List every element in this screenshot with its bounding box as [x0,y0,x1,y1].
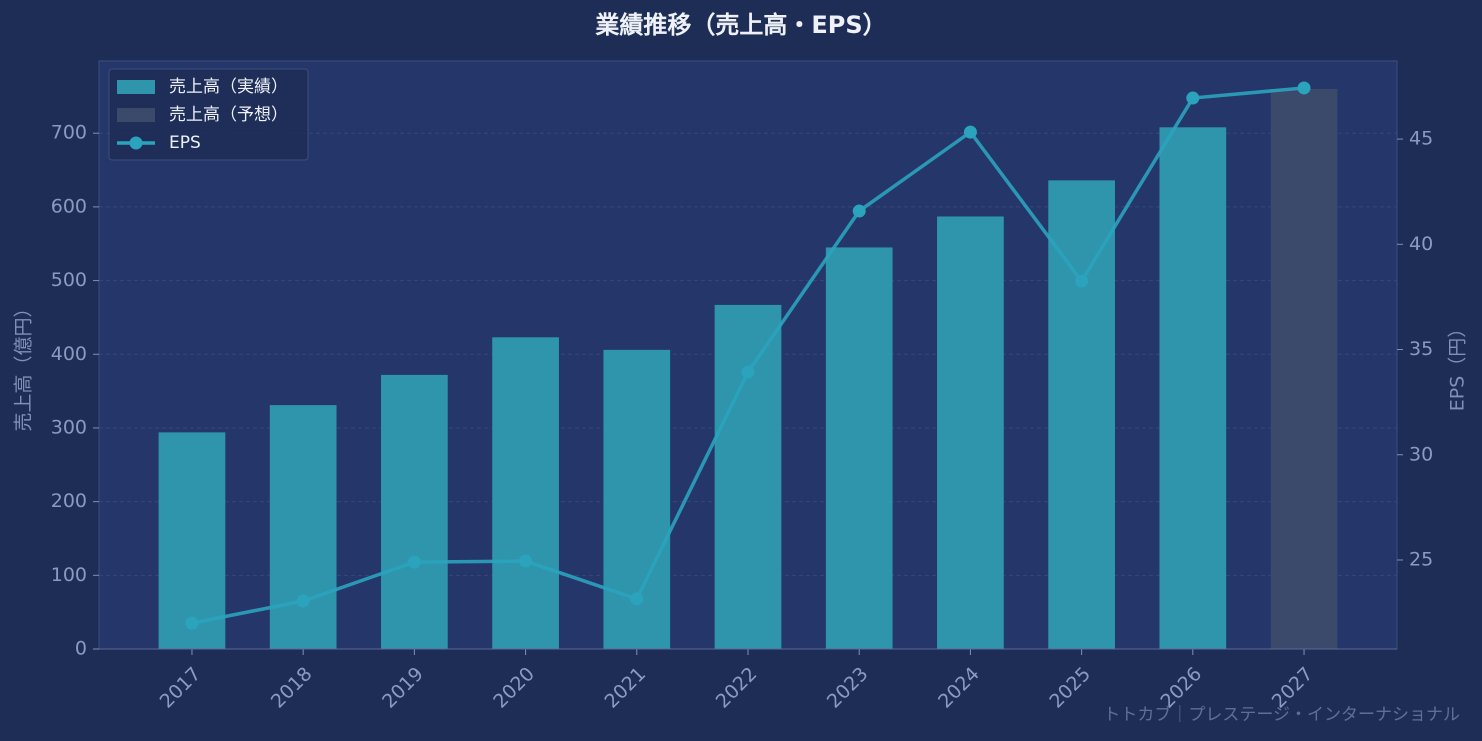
legend-label: 売上高（予想） [169,105,288,125]
legend-label: 売上高（実績） [169,77,288,97]
x-tick-label: 2021 [600,663,650,713]
bar [1159,127,1227,649]
y2-tick-label: 40 [1409,233,1433,255]
line-point [407,555,421,569]
bar [825,247,893,649]
y2-tick-label: 25 [1409,548,1433,570]
y-tick-label: 700 [51,122,87,144]
line-point [630,592,644,606]
x-tick-label: 2017 [156,663,206,713]
y2-tick-label: 45 [1409,128,1433,150]
bar [269,405,337,649]
y-tick-label: 500 [51,269,87,291]
bar [158,432,226,649]
y-tick-label: 100 [51,564,87,586]
y-axis-label: 売上高（億円） [13,298,35,431]
y-tick-label: 0 [75,638,87,660]
y-tick-label: 300 [51,416,87,438]
legend-marker [129,136,143,150]
line-point [1075,274,1089,288]
legend-box [108,68,309,161]
x-tick-label: 2023 [823,663,873,713]
bar [1048,180,1115,650]
line-point [519,554,533,568]
y-tick-label: 400 [51,343,87,365]
y-tick-label: 200 [51,490,87,512]
legend-swatch [117,80,155,94]
x-tick-label: 2024 [934,663,984,713]
line-point [185,616,199,630]
bar [937,216,1004,649]
line-point [963,125,977,139]
y2-axis-label: EPS（円） [1447,319,1469,412]
line-point [741,365,755,379]
x-tick-label: 2020 [489,663,539,713]
x-tick-label: 2018 [267,663,317,713]
watermark: トトカブ｜プレステージ・インターナショナル [1103,704,1460,725]
chart-title: 業績推移（売上高・EPS） [595,11,886,39]
bar [1270,89,1338,649]
x-tick-label: 2025 [1045,663,1095,713]
y2-tick-label: 35 [1409,338,1433,360]
legend-label: EPS [169,133,201,153]
legend-swatch [117,108,155,122]
bar [381,374,448,649]
bar [714,304,782,649]
x-tick-label: 2022 [712,663,762,713]
line-point [1186,91,1200,105]
line-point [296,594,310,608]
x-tick-label: 2019 [378,663,428,713]
line-point [1297,81,1311,95]
y-tick-label: 600 [51,195,87,217]
line-point [852,204,866,218]
bar [492,337,559,649]
y2-tick-label: 30 [1409,443,1433,465]
